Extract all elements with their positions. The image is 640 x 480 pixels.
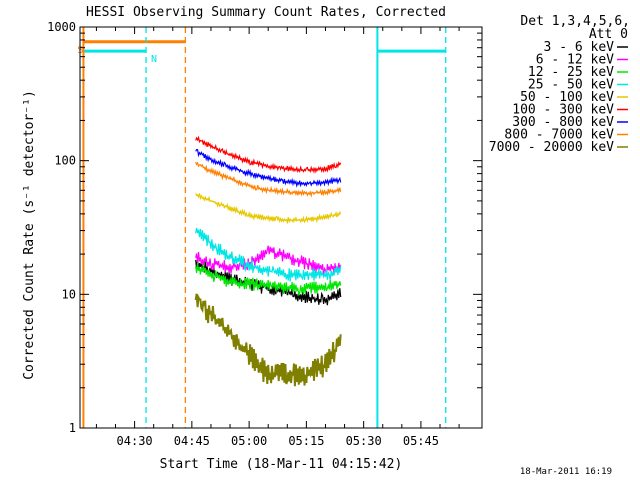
series-line-9 xyxy=(194,293,342,387)
series-line-4 xyxy=(195,227,342,282)
x-tick-label: 05:30 xyxy=(346,434,382,448)
legend-entry-label: 300 - 800 keV xyxy=(512,115,614,130)
y-tick-label: 10 xyxy=(62,287,76,301)
x-tick-label: 05:45 xyxy=(403,434,439,448)
y-axis-label: Corrected Count Rate (s⁻¹ detector⁻¹) xyxy=(22,90,37,380)
plot-frame xyxy=(79,26,483,429)
legend-entry-label: 100 - 300 keV xyxy=(512,103,614,118)
plot-timestamp: 18-Mar-2011 16:19 xyxy=(520,467,612,477)
y-tick-label: 1000 xyxy=(47,20,76,34)
legend-entry-label: 50 - 100 keV xyxy=(520,90,614,105)
chart-title: HESSI Observing Summary Count Rates, Cor… xyxy=(86,5,446,20)
legend-header-line-2: Att 0 xyxy=(589,27,628,42)
series-line-8 xyxy=(195,161,342,198)
x-tick-label: 05:00 xyxy=(231,434,267,448)
legend-entry-label: 12 - 25 keV xyxy=(528,65,614,80)
series-line-3 xyxy=(195,262,342,297)
series-line-6 xyxy=(195,135,342,174)
legend-entry-label: 3 - 6 keV xyxy=(544,40,615,55)
flag-layer: SN xyxy=(77,40,446,65)
y-tick-label: 1 xyxy=(69,421,76,435)
legend-entry-label: 800 - 7000 keV xyxy=(504,128,614,143)
legend-entry-label: 7000 - 20000 keV xyxy=(489,140,614,155)
x-axis-label: Start Time (18-Mar-11 04:15:42) xyxy=(160,457,403,472)
boundary-layer xyxy=(82,27,447,428)
legend-entry-label: 6 - 12 keV xyxy=(536,53,614,68)
y-tick-label: 100 xyxy=(54,154,76,168)
x-tick-label: 04:45 xyxy=(174,434,210,448)
axis-layer: 04:30 04:45 05:00 05:15 05:30 05:45 1 10 100 1000 xyxy=(47,20,482,448)
flag-label-N: N xyxy=(151,54,157,65)
series-line-5 xyxy=(195,193,342,225)
x-tick-label: 05:15 xyxy=(288,434,324,448)
series-layer xyxy=(194,135,342,387)
legend-entry-label: 25 - 50 keV xyxy=(528,78,614,93)
series-line-7 xyxy=(195,148,342,188)
x-tick-label: 04:30 xyxy=(117,434,153,448)
legend-header-line-1: Det 1,3,4,5,6, xyxy=(520,14,630,29)
series-line-2 xyxy=(195,245,342,276)
